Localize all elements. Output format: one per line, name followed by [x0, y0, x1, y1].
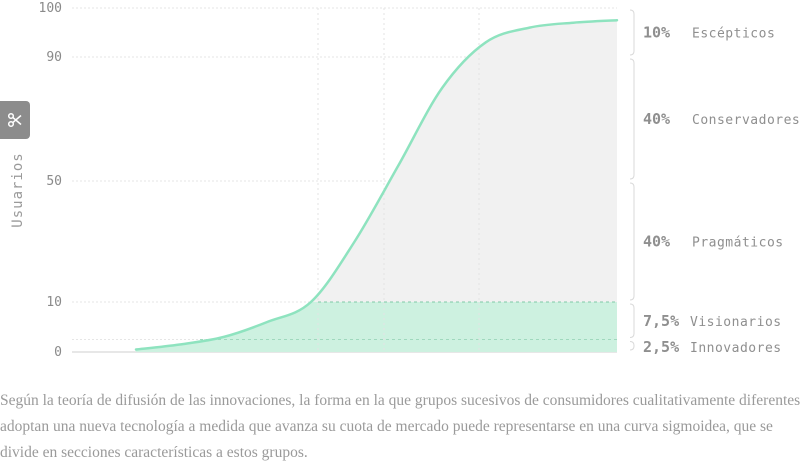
segment-name-0: Escépticos [692, 27, 775, 42]
segment-percent-3: 7,5% [643, 312, 679, 330]
scissors-icon [7, 112, 22, 128]
adoption-chart: 0 10 50 90 100 10% Escépticos 40% Conservadores… [10, 1, 800, 360]
grey-area [310, 20, 617, 302]
segment-layer: 10% Escépticos 40% Conservadores 40% Pragmáti… [629, 9, 800, 356]
area-layer [136, 8, 617, 352]
y-tick-label-0: 0 [54, 345, 62, 360]
curve-layer [134, 19, 619, 351]
bracket-3 [629, 303, 635, 338]
y-tick-label-50: 50 [46, 174, 62, 189]
segment-name-1: Conservadores [692, 113, 800, 128]
segment-name-2: Pragmáticos [692, 236, 784, 251]
y-tick-label-10: 10 [46, 295, 62, 310]
segment-name-3: Visionarios [690, 315, 782, 330]
bracket-2 [629, 182, 635, 301]
adoption-curve [134, 19, 619, 351]
segment-name-4: Innovadores [690, 341, 782, 356]
tick-layer: 0 10 50 90 100 [39, 1, 62, 360]
segment-percent-1: 40% [643, 110, 670, 128]
segment-percent-0: 10% [643, 24, 670, 42]
segment-percent-4: 2,5% [643, 338, 679, 356]
y-axis-label: Usuarios [10, 152, 26, 227]
y-tick-label-100: 100 [39, 1, 62, 16]
bracket-4 [629, 341, 635, 351]
bracket-1 [629, 58, 635, 180]
caption-text: Según la teoría de difusión de las innov… [0, 392, 801, 461]
bracket-0 [629, 9, 635, 56]
y-tick-label-90: 90 [46, 50, 62, 65]
segment-percent-2: 40% [643, 233, 670, 251]
scissors-button[interactable] [0, 101, 30, 139]
